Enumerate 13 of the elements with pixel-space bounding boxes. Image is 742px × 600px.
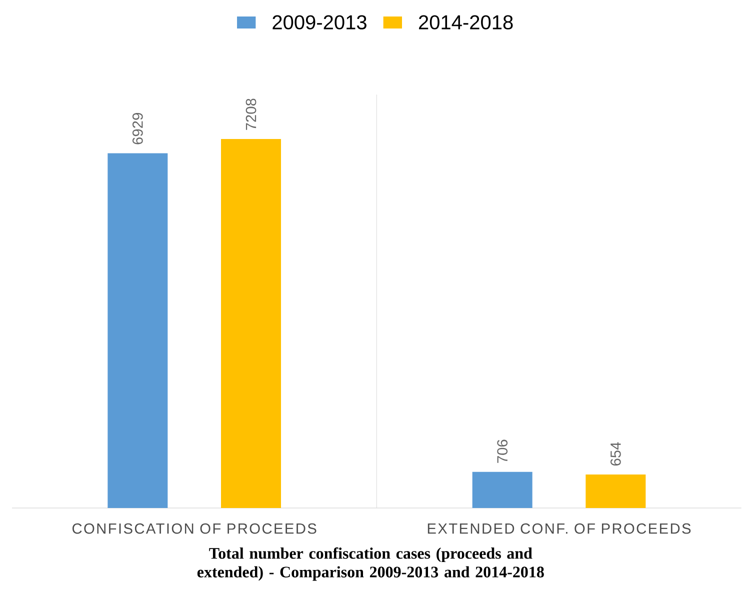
text: Total number confiscation cases (proceeds and extended) - Comparison 2009-2013 and 2014-2018 (197, 547, 544, 581)
bar (586, 474, 646, 508)
data-label: 706 (497, 440, 508, 463)
data-label: 654 (610, 442, 621, 466)
data-label: 6929 (132, 113, 143, 144)
data-label: 7208 (246, 98, 256, 130)
bar (108, 153, 168, 508)
legend-label: 2009-2013 (272, 15, 366, 30)
legend-label: 2014-2018 (419, 15, 513, 30)
x-tick-label: EXTENDED CONF. OF PROCEEDS (428, 523, 691, 534)
x-tick-label: CONFISCATION OF PROCEEDS (72, 523, 316, 534)
bar (472, 472, 532, 508)
bar (221, 138, 282, 508)
